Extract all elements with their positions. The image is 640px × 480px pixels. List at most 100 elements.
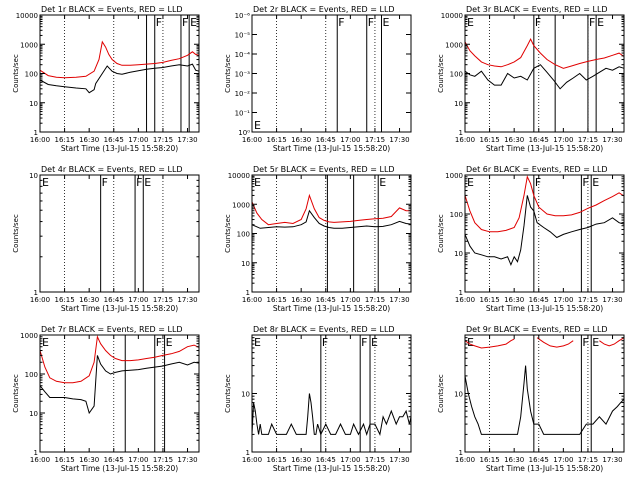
corner-e-label: E xyxy=(254,336,261,349)
event-marker-label: F xyxy=(102,176,108,189)
plot-frame xyxy=(39,174,200,293)
lld-series-line xyxy=(599,337,625,347)
x-axis-label: Start Time (13-Jul-15 15:58:20) xyxy=(486,144,603,153)
y-tick-label: 10⁰ xyxy=(238,129,250,137)
y-axis-label: Counts/sec xyxy=(224,54,232,93)
events-series-line xyxy=(39,355,200,415)
y-tick-label: 1000 xyxy=(232,201,250,209)
x-tick-label: 17:00 xyxy=(553,296,573,304)
y-tick-label: 1 xyxy=(34,449,38,457)
y-tick-label: 1 xyxy=(459,289,463,297)
x-tick-label: 16:15 xyxy=(479,456,499,464)
event-marker-label: E xyxy=(371,336,378,349)
events-series-line xyxy=(251,393,412,437)
event-marker-label: F xyxy=(535,16,541,29)
x-tick-label: 16:45 xyxy=(316,136,336,144)
events-series-line xyxy=(464,365,625,435)
y-axis-label: Counts/sec xyxy=(437,374,445,413)
x-tick-label: 17:00 xyxy=(340,456,360,464)
plot-frame xyxy=(464,174,625,293)
event-marker-label: F xyxy=(156,16,162,29)
chart-title: Det 5r BLACK = Events, RED = LLD xyxy=(253,165,395,174)
event-marker-label: F xyxy=(535,176,541,189)
lld-series-line xyxy=(464,37,625,69)
y-axis-label: Counts/sec xyxy=(12,374,20,413)
x-tick-label: 17:15 xyxy=(365,456,385,464)
chart-title: Det 1r BLACK = Events, RED = LLD xyxy=(41,5,183,14)
x-tick-label: 16:30 xyxy=(504,296,524,304)
lld-series-line xyxy=(464,338,515,349)
x-tick-label: 17:00 xyxy=(340,136,360,144)
y-tick-label: 10 xyxy=(241,391,250,399)
plot-frame xyxy=(251,14,412,133)
event-marker-label: E xyxy=(379,176,386,189)
y-tick-label: 1 xyxy=(34,129,38,137)
x-axis-label: Start Time (13-Jul-15 15:58:20) xyxy=(273,304,390,313)
y-axis-label: Counts/sec xyxy=(437,54,445,93)
x-tick-label: 16:30 xyxy=(504,456,524,464)
events-series-line xyxy=(39,63,200,94)
event-marker-label: E xyxy=(597,16,604,29)
x-tick-label: 17:15 xyxy=(365,136,385,144)
y-tick-label: 10 xyxy=(29,172,38,180)
event-marker-label: F xyxy=(182,16,188,29)
lld-series-line xyxy=(536,337,574,348)
y-tick-label: 100 xyxy=(25,371,38,379)
x-tick-label: 17:00 xyxy=(128,456,148,464)
x-tick-label: 17:30 xyxy=(602,136,622,144)
event-marker-label: E xyxy=(166,336,173,349)
x-tick-label: 17:00 xyxy=(128,296,148,304)
chart-title: Det 2r BLACK = Events, RED = LLD xyxy=(253,5,395,14)
y-tick-label: 1000 xyxy=(20,41,38,49)
y-tick-label: 10000 xyxy=(228,172,250,180)
x-tick-label: 17:30 xyxy=(389,136,409,144)
y-tick-label: 1000 xyxy=(445,41,463,49)
x-axis-label: Start Time (13-Jul-15 15:58:20) xyxy=(61,464,178,473)
y-tick-label: 1 xyxy=(246,449,250,457)
events-series-line xyxy=(464,195,625,266)
x-tick-label: 16:00 xyxy=(30,296,50,304)
y-axis-label: Counts/sec xyxy=(12,214,20,253)
corner-e-label: E xyxy=(42,176,49,189)
x-tick-label: 17:30 xyxy=(389,296,409,304)
event-marker-label: E xyxy=(190,16,197,29)
x-tick-label: 16:30 xyxy=(79,456,99,464)
x-tick-label: 17:15 xyxy=(153,136,173,144)
x-tick-label: 17:15 xyxy=(578,136,598,144)
lld-series-line xyxy=(464,175,625,233)
x-tick-label: 16:45 xyxy=(316,296,336,304)
corner-e-label: E xyxy=(467,176,474,189)
events-series-line xyxy=(464,64,625,90)
event-marker-label: F xyxy=(338,16,344,29)
x-tick-label: 16:00 xyxy=(242,456,262,464)
chart-title: Det 7r BLACK = Events, RED = LLD xyxy=(41,325,183,334)
event-marker-label: F xyxy=(368,16,374,29)
event-marker-label: E xyxy=(144,176,151,189)
event-marker-label: F xyxy=(136,176,142,189)
event-marker-label: F xyxy=(156,336,162,349)
y-tick-label: 10 xyxy=(454,100,463,108)
x-tick-label: 16:00 xyxy=(30,456,50,464)
x-tick-label: 17:00 xyxy=(128,136,148,144)
chart-title: Det 3r BLACK = Events, RED = LLD xyxy=(466,5,608,14)
x-tick-label: 16:30 xyxy=(291,296,311,304)
y-axis-label: Counts/sec xyxy=(437,214,445,253)
event-marker-label: E xyxy=(592,176,599,189)
x-tick-label: 17:30 xyxy=(177,456,197,464)
lld-series-line xyxy=(251,193,411,226)
y-tick-label: 10 xyxy=(29,100,38,108)
x-tick-label: 17:15 xyxy=(153,456,173,464)
x-tick-label: 16:15 xyxy=(54,296,74,304)
x-tick-label: 16:30 xyxy=(79,296,99,304)
y-tick-label: 10 xyxy=(29,410,38,418)
x-tick-label: 16:00 xyxy=(455,136,475,144)
event-marker-label: E xyxy=(382,16,389,29)
